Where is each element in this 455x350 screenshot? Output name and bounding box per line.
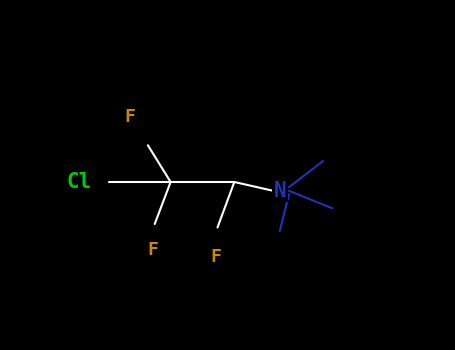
Text: F: F bbox=[124, 108, 135, 126]
Text: F: F bbox=[211, 248, 222, 266]
Text: F: F bbox=[147, 241, 158, 259]
Text: Cl: Cl bbox=[67, 172, 92, 192]
Text: N: N bbox=[273, 181, 286, 201]
